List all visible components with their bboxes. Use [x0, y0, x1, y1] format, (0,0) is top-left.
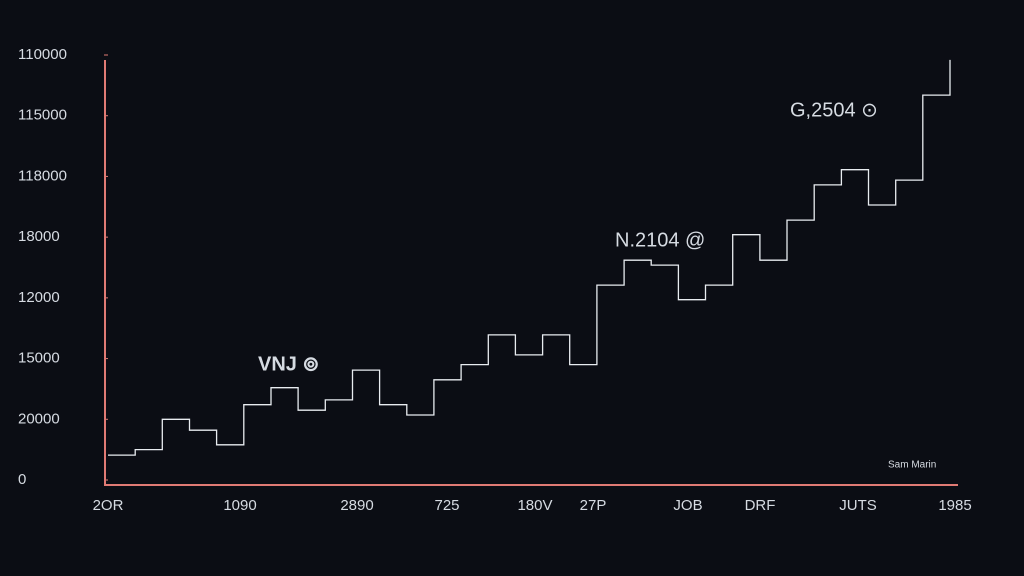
- y-tick-label: 12000: [18, 289, 60, 306]
- annotation: G,2504 ⊙: [790, 99, 878, 121]
- x-tick-label: 1090: [223, 497, 256, 514]
- x-tick-label: DRF: [745, 497, 776, 514]
- y-tick-label: 118000: [18, 167, 67, 184]
- y-tick-label: 0: [18, 471, 26, 488]
- x-tick-label: JUTS: [839, 497, 877, 514]
- y-tick-label: 115000: [18, 107, 67, 124]
- y-tick-label: 110000: [18, 46, 67, 63]
- x-tick-label: 1985: [938, 497, 971, 514]
- y-tick-label: 15000: [18, 350, 60, 367]
- x-tick-label: 2OR: [93, 497, 124, 514]
- x-tick-label: JOB: [673, 497, 702, 514]
- y-tick-label: 18000: [18, 228, 60, 245]
- annotation: VNJ ⊚: [258, 353, 319, 375]
- x-tick-label: 27P: [580, 497, 607, 514]
- x-tick-label: 180V: [517, 497, 552, 514]
- x-tick-label: 725: [434, 497, 459, 514]
- x-tick-label: 2890: [340, 497, 373, 514]
- annotation: Sam Marin: [888, 460, 936, 471]
- y-tick-label: 20000: [18, 410, 60, 427]
- line: [108, 59, 951, 456]
- annotation: N.2104 @: [615, 229, 705, 251]
